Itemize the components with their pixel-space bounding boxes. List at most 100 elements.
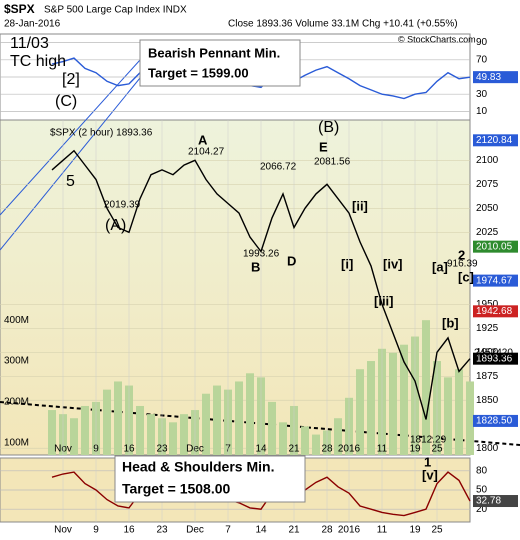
y-tick-label: 30 [476, 89, 488, 100]
price-tag [473, 352, 518, 365]
annotation: 2066.72 [260, 162, 297, 173]
annotation: D [287, 253, 296, 268]
x-tick-label: Nov [54, 525, 72, 536]
price-tag-label: 1828.50 [476, 416, 513, 427]
x-tick-label: 25 [431, 525, 443, 536]
annotation: 2 [458, 247, 465, 262]
annotation: 1812.29 [410, 435, 447, 446]
annotation: 916.39 [447, 259, 478, 270]
x-tick-label: 9 [93, 525, 99, 536]
annotation: [ii] [352, 198, 368, 213]
y-tick-label: 2050 [476, 203, 499, 214]
index-name: S&P 500 Large Cap Index INDX [44, 5, 187, 16]
price-tag-label: 1974.67 [476, 275, 513, 286]
x-tick-label: 11 [377, 525, 388, 536]
y-tick-label: 1875 [476, 371, 499, 382]
annotation: [a] [432, 259, 448, 274]
annotation: B [251, 259, 260, 274]
annotation: [2] [62, 71, 80, 88]
x-tick-label: 19 [409, 525, 421, 536]
callout-box [114, 455, 306, 503]
annotation: [v] [422, 467, 438, 482]
annotation: E [319, 139, 328, 154]
volume-bar [81, 405, 89, 455]
price-tag [473, 305, 518, 318]
price-tag [473, 71, 518, 84]
y-tick-label: 70 [476, 54, 488, 65]
volume-bar [103, 389, 111, 455]
volume-bar [301, 426, 309, 455]
volume-bar [268, 401, 276, 455]
annotation: 2081.56 [314, 157, 351, 168]
price-tag-label: 49.83 [476, 72, 501, 83]
volume-bar [235, 381, 243, 455]
y-tick-label: 20 [476, 504, 488, 515]
y-tick-label: 10 [476, 106, 488, 117]
volume-bar [169, 422, 177, 455]
annotation: A [198, 132, 208, 147]
annotation: (B) [318, 119, 339, 136]
annotation: (C) [55, 93, 77, 110]
volume-bar [356, 369, 364, 455]
volume-bar [147, 414, 155, 455]
volume-bar [246, 373, 254, 455]
y-tick-label: 2100 [476, 155, 499, 166]
x-tick-label: 16 [123, 525, 135, 536]
stats: Close 1893.36 Volume 33.1M Chg +10.41 (+… [228, 19, 458, 30]
x-tick-label: 28 [321, 525, 333, 536]
annotation: [i] [341, 256, 353, 271]
series-line [51, 471, 471, 517]
price-tag [473, 134, 518, 147]
volume-bar [213, 385, 221, 455]
price-tag-label: 2120.84 [476, 135, 513, 146]
volume-bar [400, 344, 408, 455]
volume-bar [466, 381, 474, 455]
volume-bar [202, 393, 210, 455]
volume-bar [279, 422, 287, 455]
legend: $SPX (2 hour) 1893.36 [50, 128, 153, 139]
callout-line [0, 77, 141, 251]
annotation: Target = 1508.00 [122, 481, 231, 497]
y2-tick-label: 100M [4, 437, 29, 448]
volume-bar [114, 381, 122, 455]
y-tick-label: 1900 [476, 347, 499, 358]
annotation: TC high [10, 53, 66, 70]
price-tag-label: 1893.36 [476, 353, 513, 364]
annotation: 1993.26 [243, 249, 280, 260]
annotation: 2104.27 [188, 147, 225, 158]
x-tick-label: 7 [225, 525, 231, 536]
y-tick-label: 90 [476, 37, 488, 48]
price-tag [473, 274, 518, 287]
price-tag-label: 2010.05 [476, 241, 513, 252]
annotation: Bearish Pennant Min. [148, 45, 280, 60]
annotation: 5 [66, 173, 75, 190]
annotation: 1 [424, 454, 431, 469]
price-tag-label: 32.78 [476, 496, 501, 507]
y-tick-label: 1925 [476, 323, 499, 334]
volume-bar [312, 434, 320, 455]
annotation: Head & Shoulders Min. [122, 459, 274, 475]
callout-box [139, 39, 301, 87]
x-tick-label: 23 [156, 525, 168, 536]
volume-bar [444, 377, 452, 455]
annotation: 11/03 [10, 35, 49, 52]
y-tick-label: 1850 [476, 395, 499, 406]
y-tick-label: 1950 [476, 299, 499, 310]
annotation: Target = 1599.00 [148, 65, 249, 80]
annotation: [iv] [383, 256, 403, 271]
credit: © StockCharts.com [398, 34, 476, 44]
y-tick-label: 50 [476, 485, 488, 496]
series-line [51, 57, 471, 100]
volume-bar [180, 414, 188, 455]
y-tick-label: 80 [476, 465, 488, 476]
volume-bar [389, 352, 397, 455]
date: 28-Jan-2016 [4, 19, 61, 30]
x-tick-label: 2016 [338, 525, 361, 536]
volume-label: 2452420 [474, 348, 513, 359]
symbol: $SPX [4, 2, 35, 16]
price-tag-label: 1942.68 [476, 306, 513, 317]
callout-line [0, 59, 141, 216]
annotation: [iii] [374, 293, 394, 308]
volume-bar [367, 361, 375, 455]
